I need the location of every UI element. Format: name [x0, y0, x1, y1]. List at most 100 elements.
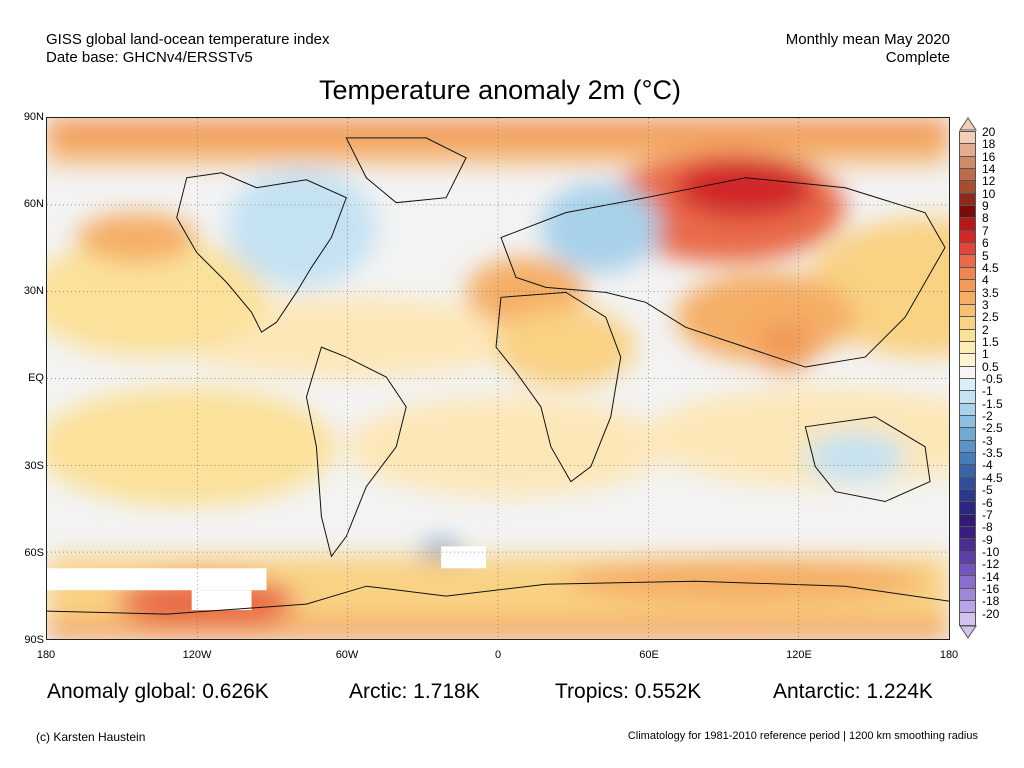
colorbar-cell: [959, 415, 976, 429]
colorbar-label: 12: [982, 174, 996, 189]
colorbar-label: -14: [982, 569, 1000, 584]
colorbar-cell: [959, 391, 976, 404]
colorbar-label: 6: [982, 236, 989, 251]
colorbar-cell: [959, 428, 976, 441]
colorbar-label: 20: [982, 125, 996, 139]
colorbar-label: 9: [982, 199, 989, 214]
colorbar-label: 18: [982, 137, 996, 152]
lon-label-0: 0: [494, 649, 502, 661]
colorbar-label: -16: [982, 581, 1000, 596]
colorbar-cell: [959, 156, 976, 170]
stat-arctic: Arctic: 1.718K: [349, 680, 480, 703]
colorbar-cell: [959, 181, 976, 194]
colorbar-cell: [959, 206, 976, 219]
colorbar-label: 2.5: [982, 310, 999, 325]
colorbar-label: -2.5: [982, 421, 1003, 436]
colorbar-cell: [959, 527, 976, 540]
colorbar-cell: [959, 354, 976, 367]
colorbar-cell: [959, 317, 976, 330]
colorbar-label: -3.5: [982, 446, 1003, 461]
lat-label-60s: 60S: [24, 547, 44, 559]
colorbar-label: -6: [982, 495, 993, 510]
colorbar-label: 7: [982, 223, 989, 238]
colorbar-cell: [959, 576, 976, 589]
colorbar-label: -20: [982, 606, 1000, 621]
colorbar-label: 4.5: [982, 260, 999, 275]
lat-label-eq: EQ: [28, 372, 44, 384]
colorbar-cell: [959, 366, 976, 379]
lon-label-60w: 60W: [335, 649, 359, 661]
colorbar-label: 3: [982, 297, 989, 312]
colorbar-cell: [959, 551, 976, 565]
colorbar-label: -12: [982, 557, 1000, 572]
coastlines: [47, 137, 949, 615]
colorbar-label: -0.5: [982, 372, 1003, 386]
colorbar-cell: [959, 613, 976, 626]
reference-note: Climatology for 1981-2010 reference peri…: [627, 730, 978, 742]
colorbar-cell: [959, 502, 976, 515]
colorbar-cell: [959, 243, 976, 256]
colorbar-label: -8: [982, 520, 993, 535]
colorbar-label: 10: [982, 186, 996, 201]
map-title: Temperature anomaly 2m (°C): [319, 75, 681, 105]
anomaly-map: [46, 117, 950, 640]
colorbar-label: 16: [982, 149, 996, 164]
colorbar-cell: [959, 514, 976, 527]
colorbar-label: 14: [982, 162, 996, 177]
colorbar-label: -1: [982, 384, 993, 399]
colorbar-cell: [959, 193, 976, 207]
colorbar-cell: [959, 267, 976, 281]
header-status: Complete: [885, 49, 950, 66]
colorbar-label: 1.5: [982, 334, 999, 349]
colorbar-cell: [959, 403, 976, 416]
header-database: Date base: GHCNv4/ERSSTv5: [46, 49, 253, 66]
colorbar-cell: [959, 255, 976, 268]
colorbar-arrow-top: [959, 117, 977, 131]
lon-label-180e: 180: [939, 649, 959, 661]
colorbar-cell: [959, 169, 976, 182]
colorbar-label: -7: [982, 507, 993, 522]
colorbar-label: -18: [982, 594, 1000, 609]
anomaly-map-svg: [47, 118, 949, 639]
graticule: [47, 118, 949, 639]
colorbar-label: 1: [982, 347, 989, 362]
colorbar-label: -3: [982, 433, 993, 448]
colorbar-label: -5: [982, 483, 993, 498]
colorbar-cell: [959, 539, 976, 552]
lon-label-180w: 180: [36, 649, 56, 661]
colorbar-cell: [959, 329, 976, 342]
colorbar-label: 8: [982, 211, 989, 226]
colorbar-cell: [959, 452, 976, 466]
colorbar-label: 4: [982, 273, 989, 288]
colorbar-cell: [959, 601, 976, 614]
colorbar-cell: [959, 477, 976, 490]
lat-label-90n: 90N: [23, 111, 44, 123]
stat-tropics: Tropics: 0.552K: [555, 680, 702, 703]
colorbar-label: -4: [982, 458, 993, 473]
credit: (c) Karsten Haustein: [36, 730, 146, 744]
header-period: Monthly mean May 2020: [785, 31, 950, 48]
colorbar-cell: [959, 378, 976, 392]
colorbar-cell: [959, 230, 976, 244]
header-index-name: GISS global land-ocean temperature index: [46, 31, 330, 48]
colorbar-label: -2: [982, 409, 993, 424]
colorbar-cell: [959, 131, 976, 145]
colorbar-label: -10: [982, 544, 1000, 559]
colorbar-label: 5: [982, 248, 989, 263]
colorbar-cell: [959, 304, 976, 318]
colorbar: [959, 131, 976, 626]
lat-label-60n: 60N: [23, 198, 44, 210]
stat-antarctic: Antarctic: 1.224K: [773, 680, 933, 703]
colorbar-cell: [959, 465, 976, 478]
colorbar-cell: [959, 440, 976, 453]
lat-label-90s: 90S: [24, 634, 44, 646]
colorbar-cell: [959, 280, 976, 293]
colorbar-cell: [959, 489, 976, 503]
stat-global: Anomaly global: 0.626K: [47, 680, 269, 703]
lon-label-120e: 120E: [786, 649, 812, 661]
colorbar-cell: [959, 292, 976, 305]
colorbar-cell: [959, 144, 976, 157]
lon-label-120w: 120W: [182, 649, 212, 661]
lon-label-60e: 60E: [639, 649, 659, 661]
colorbar-label: 3.5: [982, 285, 999, 300]
